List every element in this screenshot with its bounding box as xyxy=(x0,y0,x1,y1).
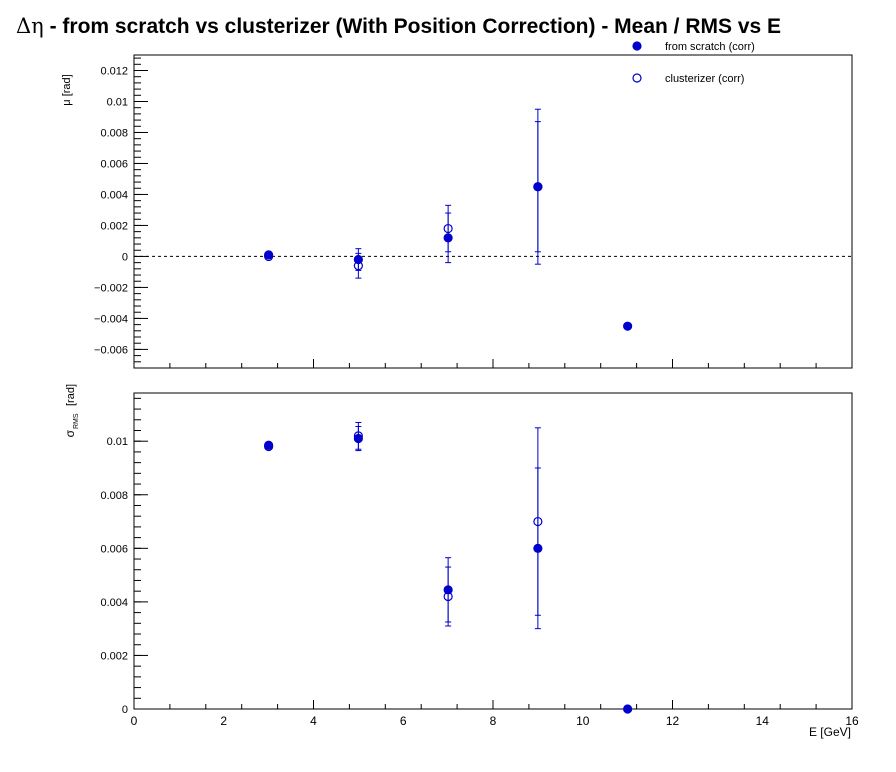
rms-y-tick-label: 0 xyxy=(122,704,128,716)
mean-y-tick-label: 0.008 xyxy=(100,127,128,139)
x-tick-label: 6 xyxy=(400,714,407,728)
rms-y-tick-label: 0.002 xyxy=(100,650,128,662)
mean-panel-frame xyxy=(133,54,853,369)
x-tick-label: 12 xyxy=(666,714,680,728)
rms-y-axis-label: σ RMS [rad] xyxy=(63,384,80,437)
mean-clusterizer-point xyxy=(264,251,274,262)
mean-clusterizer-point xyxy=(533,182,543,192)
mean-y-tick-label: 0.004 xyxy=(100,189,128,201)
mean-from-scratch-point xyxy=(623,321,633,331)
legend-label-from-scratch: from scratch (corr) xyxy=(665,41,755,53)
x-tick-label: 0 xyxy=(131,714,138,728)
mean-y-axis-label: μ [rad] xyxy=(61,74,73,105)
legend-label-clusterizer: clusterizer (corr) xyxy=(665,73,744,85)
legend-filled-marker xyxy=(632,41,642,51)
x-tick-label: 8 xyxy=(490,714,497,728)
x-tick-label: 4 xyxy=(310,714,317,728)
rms-y-axis-unit: [rad] xyxy=(65,384,77,406)
mean-y-tick-label: 0.012 xyxy=(100,65,128,77)
x-tick-label: 16 xyxy=(845,714,859,728)
rms-y-tick-label: 0.006 xyxy=(100,543,128,555)
rms-y-axis-symbol: σ xyxy=(63,429,77,437)
x-tick-label: 2 xyxy=(220,714,227,728)
mean-y-tick-label: 0.006 xyxy=(100,158,128,170)
rms-clusterizer-point xyxy=(353,431,363,441)
x-axis-label: E [GeV] xyxy=(809,725,851,739)
chart-title: Δη - from scratch vs clusterizer (With P… xyxy=(16,14,781,39)
mean-y-tick-label: −0.006 xyxy=(94,344,128,356)
title-symbol: Δη xyxy=(16,14,44,38)
rms-clusterizer-point xyxy=(443,591,453,602)
x-tick-label: 10 xyxy=(576,714,590,728)
mean-clusterizer-point xyxy=(443,223,453,234)
mean-y-tick-label: −0.004 xyxy=(94,313,128,325)
legend-open-marker xyxy=(632,73,642,83)
mean-y-tick-label: −0.002 xyxy=(94,282,128,294)
mean-y-tick-label: 0.01 xyxy=(107,96,128,108)
rms-y-tick-label: 0.008 xyxy=(100,490,128,502)
mean-clusterizer-point xyxy=(353,261,363,271)
mean-panel: 0.012 0.01 0.008 0.006 0.004 0.002 0 −0.002 −0.0… xyxy=(61,41,853,369)
rms-y-tick-label: 0.004 xyxy=(100,597,128,609)
x-tick-label: 14 xyxy=(756,714,770,728)
rms-from-scratch-point xyxy=(623,704,633,714)
rms-y-tick-label: 0.01 xyxy=(107,436,128,448)
rms-clusterizer-point xyxy=(264,441,274,452)
rms-clusterizer-point xyxy=(533,516,543,527)
mean-y-tick-label: 0 xyxy=(122,251,128,263)
mean-y-tick-label: 0.002 xyxy=(100,220,128,232)
rms-y-axis-subscript: RMS xyxy=(73,413,80,429)
rms-panel-frame xyxy=(133,392,853,710)
title-text: - from scratch vs clusterizer (With Posi… xyxy=(43,15,782,38)
legend: from scratch (corr) clusterizer (corr) xyxy=(632,41,755,85)
